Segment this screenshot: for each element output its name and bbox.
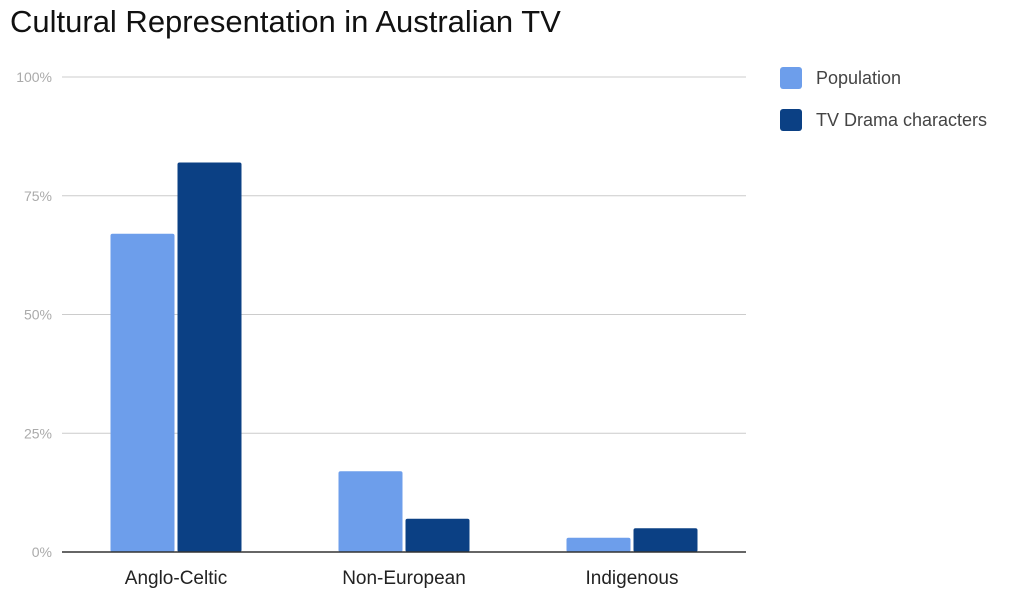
- bars: [110, 162, 698, 552]
- bar-anglo-celtic-population: [110, 233, 175, 552]
- legend-label-tv-drama: TV Drama characters: [816, 109, 988, 130]
- y-tick-label: 50%: [24, 307, 52, 323]
- y-axis-ticks: 0% 25% 50% 75% 100%: [16, 69, 52, 560]
- x-tick-label: Indigenous: [586, 568, 679, 589]
- bar-indigenous-tv-drama: [633, 528, 698, 552]
- y-tick-label: 25%: [24, 425, 52, 441]
- legend-label-population: Population: [816, 67, 902, 88]
- x-tick-label: Anglo-Celtic: [125, 568, 227, 589]
- x-tick-label: Non-European: [342, 568, 466, 589]
- y-tick-label: 100%: [16, 69, 52, 85]
- legend-swatch-tv-drama: [780, 109, 802, 131]
- bar-anglo-celtic-tv-drama: [177, 162, 242, 552]
- legend-swatch-population: [780, 67, 802, 89]
- y-tick-label: 75%: [24, 188, 52, 204]
- y-tick-label: 0%: [32, 544, 52, 560]
- legend-item-tv-drama: TV Drama characters: [780, 109, 987, 131]
- bar-non-european-tv-drama: [405, 518, 470, 552]
- chart-title: Cultural Representation in Australian TV: [10, 4, 561, 39]
- bar-non-european-population: [338, 471, 403, 552]
- x-axis-ticks: Anglo-Celtic Non-European Indigenous: [125, 568, 679, 589]
- legend-item-population: Population: [780, 67, 901, 89]
- gridlines: [62, 76, 746, 434]
- bar-indigenous-population: [566, 537, 631, 552]
